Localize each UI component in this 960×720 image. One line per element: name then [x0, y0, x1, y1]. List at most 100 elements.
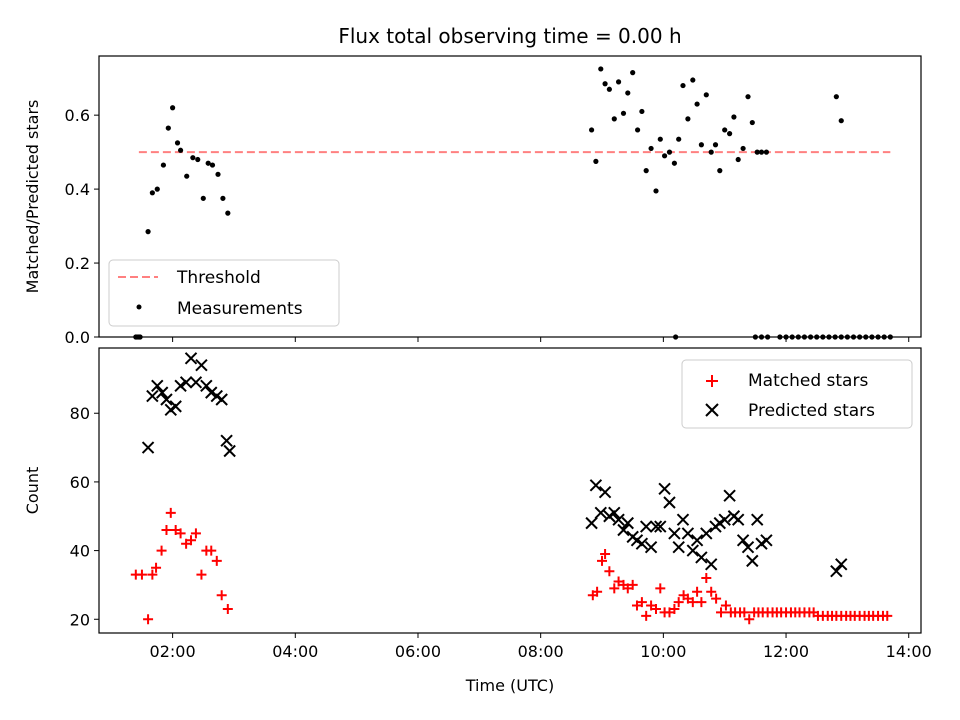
predicted-stars-point [658, 482, 671, 495]
bottom-legend-box [681, 359, 913, 429]
top-y-axis-label: Matched/Predicted stars [23, 100, 42, 294]
bottom-axes-frame [98, 347, 922, 634]
matched-stars-point [655, 583, 666, 594]
predicted-stars-point [760, 534, 773, 547]
predicted-stars-point [639, 520, 653, 533]
predicted-stars-point [668, 527, 681, 540]
x-tick-label: 08:00 [518, 642, 564, 661]
measurements-point [735, 156, 741, 163]
predicted-stars-point [672, 540, 685, 554]
x-tick-label: 12:00 [763, 642, 809, 661]
predicted-stars-point [200, 379, 213, 392]
y-tick-label: 20 [70, 610, 90, 629]
bottom-panel: 20 40 60 80 02:00 04:00 06:00 08:00 10:00 12:00 14… [23, 347, 932, 695]
predicted-stars-point [612, 513, 625, 526]
legend-predicted-label: Predicted stars [748, 401, 875, 421]
matched-stars-point [216, 590, 227, 601]
measurements-point [602, 81, 608, 87]
legend-threshold-label: Threshold [176, 268, 261, 288]
matched-stars-point [744, 614, 755, 625]
measurements-point [657, 136, 663, 142]
predicted-stars-point [741, 540, 755, 554]
x-tick-label: 14:00 [886, 642, 932, 661]
matched-stars-point [151, 562, 162, 573]
measurements-point [225, 210, 231, 216]
matched-stars-point [206, 545, 217, 556]
predicted-stars-point [644, 540, 658, 554]
matched-stars-point [650, 603, 661, 614]
measurements-point [648, 145, 654, 152]
predicted-stars-point [830, 564, 843, 578]
predicted-stars-point [174, 379, 187, 392]
measurements-point [758, 149, 765, 155]
predicted-stars-point [223, 444, 236, 458]
measurements-point [685, 116, 691, 122]
measurements-point [727, 131, 733, 137]
measurements-point [149, 190, 155, 196]
predicted-stars-point [700, 527, 713, 540]
matched-stars-point [716, 607, 727, 618]
predicted-stars-point [598, 486, 612, 499]
measurements-point [745, 94, 751, 100]
predicted-stars-point [169, 400, 182, 413]
measurements-point [195, 156, 201, 163]
predicted-stars-point [676, 513, 690, 526]
predicted-stars-point [686, 544, 700, 557]
predicted-stars-point [617, 523, 630, 537]
legend-measurements-swatch [136, 304, 142, 310]
measurements-point [639, 108, 645, 115]
matched-stars-point [600, 549, 611, 560]
measurements-point [712, 142, 719, 148]
matched-stars-point [701, 573, 712, 584]
predicted-stars-point [189, 376, 203, 389]
predicted-stars-point [690, 534, 704, 547]
measurements-point [209, 162, 216, 168]
measurements-point [690, 77, 696, 83]
predicted-stars-point [160, 393, 173, 406]
measurements-point [593, 158, 599, 164]
predicted-stars-point [589, 479, 603, 492]
legend-matched-label: Matched stars [748, 371, 868, 391]
x-tick-label: 10:00 [640, 642, 686, 661]
matched-stars-point [687, 597, 698, 608]
matched-stars-point [692, 586, 703, 597]
measurements-point [170, 105, 176, 111]
matched-stars-point [627, 579, 638, 590]
matched-stars-point [696, 597, 707, 608]
predicted-stars-point [215, 393, 228, 406]
matched-stars-point [669, 603, 680, 614]
matched-stars-point [604, 566, 615, 577]
predicted-stars-point [746, 554, 759, 568]
top-ticks: 0.0 0.2 0.4 0.6 [65, 106, 910, 347]
matched-stars-point [161, 524, 172, 535]
predicted-stars-point [205, 386, 218, 399]
x-axis-label: Time (UTC) [465, 676, 554, 695]
top-panel: 0.0 0.2 0.4 0.6 Matched/Predicted stars Thr… [23, 55, 922, 347]
measurements-point [653, 188, 659, 194]
matched-stars-point [641, 610, 652, 621]
measurements-point [184, 173, 190, 179]
measurements-point [160, 162, 167, 168]
measurements-point [588, 127, 595, 133]
measurements-point [177, 147, 184, 153]
predicted-stars-point [663, 496, 676, 509]
measurements-point [680, 82, 686, 89]
matched-stars-point [711, 593, 722, 604]
measurements-point [145, 229, 151, 235]
predicted-stars-point [751, 513, 764, 526]
measurements-point [740, 145, 746, 152]
measurements-point [838, 118, 844, 124]
measurements-point [190, 155, 196, 161]
predicted-stars-point [151, 379, 164, 392]
measurements-point [722, 127, 728, 133]
measurements-point [694, 101, 700, 107]
matched-stars-point [609, 583, 620, 594]
predicted-stars-point [731, 513, 745, 526]
measurements-point [763, 149, 770, 155]
matched-stars-point [882, 610, 893, 621]
predicted-stars-point [695, 551, 708, 564]
measurements-point [165, 125, 171, 131]
y-tick-label: 0.2 [65, 254, 90, 273]
measurements-point [205, 160, 211, 166]
predicted-stars-point [835, 558, 848, 571]
